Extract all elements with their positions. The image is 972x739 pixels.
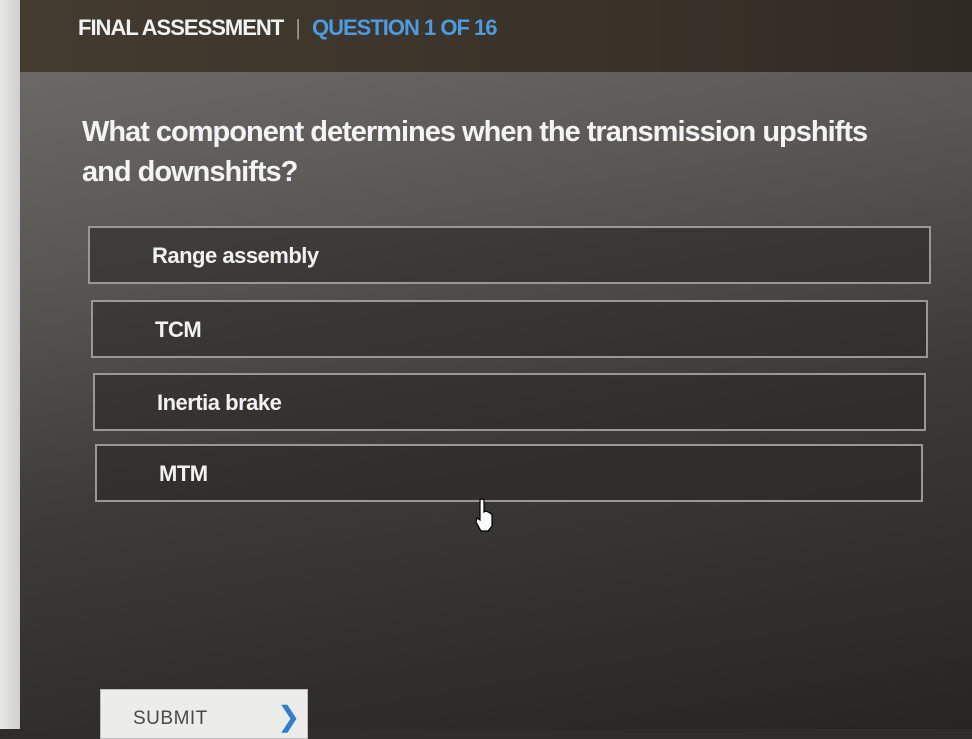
divider: |: [295, 15, 301, 40]
answer-option-range-assembly[interactable]: Range assembly: [88, 226, 931, 284]
submit-label: SUBMIT: [133, 708, 208, 729]
section-title: FINAL ASSESSMENT: [78, 15, 284, 40]
option-label: Range assembly: [152, 243, 319, 268]
answer-option-inertia-brake[interactable]: Inertia brake: [93, 373, 926, 431]
hand-cursor-icon: [475, 498, 493, 532]
option-label: Inertia brake: [157, 390, 282, 415]
question-text: What component determines when the trans…: [82, 116, 868, 188]
assessment-header: FINAL ASSESSMENT | QUESTION 1 OF 16: [20, 0, 972, 72]
answer-option-tcm[interactable]: TCM: [91, 300, 928, 358]
chevron-right-icon: ❯: [277, 701, 301, 732]
submit-button[interactable]: SUBMIT ❯: [100, 689, 308, 739]
option-label: TCM: [155, 317, 202, 342]
answer-option-mtm[interactable]: MTM: [95, 444, 923, 502]
question-progress: QUESTION 1 OF 16: [311, 15, 497, 40]
screen-bezel: [0, 0, 20, 729]
option-label: MTM: [159, 461, 208, 486]
